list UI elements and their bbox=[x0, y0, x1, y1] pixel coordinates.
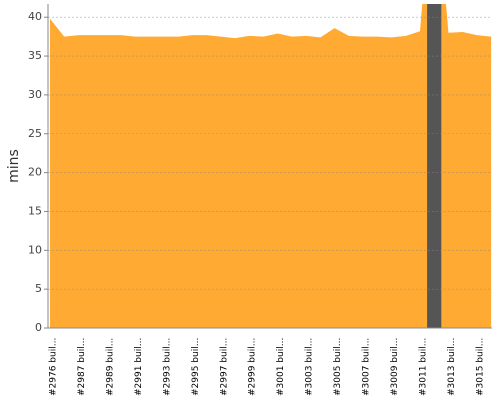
plot-area bbox=[50, 4, 492, 328]
overlay: 0 5 10 15 20 25 30 35 40 #2976 buil... #2987 buil.… bbox=[28, 4, 492, 396]
x-tick-label: #3015 buil... bbox=[475, 338, 485, 396]
y-tick-label: 25 bbox=[28, 127, 42, 140]
y-tick-label: 0 bbox=[35, 321, 42, 334]
x-tick-label: #3011 buil... bbox=[418, 338, 428, 396]
x-tick-label: #2995 buil... bbox=[191, 338, 201, 396]
x-tick-label: #2989 buil... bbox=[105, 338, 115, 396]
y-tick-label: 40 bbox=[28, 10, 42, 23]
x-tick-label: #2993 buil... bbox=[162, 338, 172, 396]
x-tick-label: #2976 buil... bbox=[49, 338, 59, 396]
x-tick-label: #2987 buil... bbox=[77, 338, 87, 396]
x-tick-label: #2991 buil... bbox=[134, 338, 144, 396]
x-tick-label: #3003 buil... bbox=[305, 338, 315, 396]
x-tick-label: #3005 buil... bbox=[333, 338, 343, 396]
y-tick-label: 5 bbox=[35, 282, 42, 295]
x-tick-label: #2997 buil... bbox=[219, 338, 229, 396]
y-axis-label: mins bbox=[6, 149, 22, 183]
y-tick-label: 30 bbox=[28, 88, 42, 101]
area bbox=[50, 4, 492, 328]
x-tick-label: #3001 buil... bbox=[276, 338, 286, 396]
y-tick-label: 35 bbox=[28, 49, 42, 62]
y-tick-label: 20 bbox=[28, 166, 42, 179]
x-tick-label: #3007 buil... bbox=[362, 338, 372, 396]
x-tick-label: #3013 buil... bbox=[447, 338, 457, 396]
y-tick-label: 10 bbox=[28, 243, 42, 256]
y-tick-label: 15 bbox=[28, 204, 42, 217]
x-tick-label: #3009 buil... bbox=[390, 338, 400, 396]
highlight-bar bbox=[427, 4, 442, 328]
x-tick-label: #2999 buil... bbox=[248, 338, 258, 396]
